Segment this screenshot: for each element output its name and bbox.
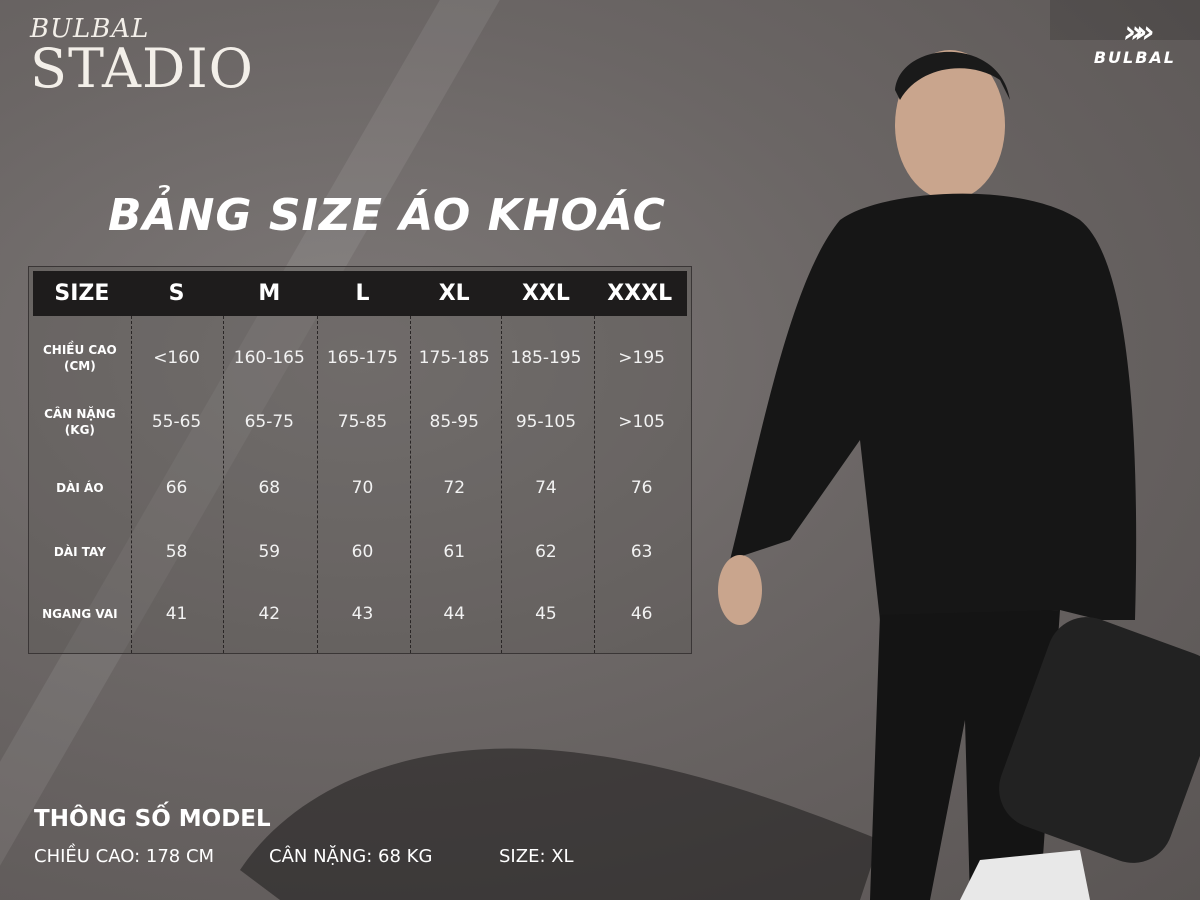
table-cell: 185-195	[510, 348, 582, 368]
column-divider	[594, 316, 595, 653]
table-cell: 62	[535, 542, 557, 562]
table-cell: 160-165	[233, 348, 305, 368]
road-shadow	[1050, 0, 1200, 40]
column-divider	[223, 316, 224, 653]
table-cell: <160	[153, 348, 200, 368]
model-heading: THÔNG SỐ MODEL	[34, 806, 271, 832]
table-cell: 60	[351, 542, 374, 562]
table-cell: 46	[630, 604, 653, 624]
table-cell: 44	[443, 604, 466, 624]
table-cell: 72	[443, 478, 466, 498]
table-cell: 65-75	[244, 412, 294, 432]
table-row: CÂN NẶNG (KG) 55-65 65-75 75-85 85-95 95-105 >…	[29, 401, 691, 443]
row-label: CÂN NẶNG (KG)	[44, 407, 116, 437]
table-cell: 68	[258, 478, 281, 498]
table-cell: 58	[165, 542, 188, 562]
table-cell: >195	[618, 348, 665, 368]
table-cell: 165-175	[326, 348, 398, 368]
row-label: NGANG VAI	[42, 607, 118, 621]
size-table: SIZE S M L XL XXL XXXL CHIỀU CAO (CM) <16…	[28, 266, 692, 654]
column-divider	[501, 316, 502, 653]
header-s: S	[168, 281, 185, 306]
model-info: THÔNG SỐ MODEL CHIỀU CAO: 178 CM CÂN NẶN…	[34, 806, 574, 867]
table-cell: 95-105	[515, 412, 577, 432]
person-shadow	[240, 748, 880, 900]
column-divider	[317, 316, 318, 653]
header-xxl: XXL	[521, 281, 570, 306]
bulbal-logo: »» BULBAL	[1093, 15, 1176, 68]
table-cell: 70	[351, 478, 374, 498]
model-height: CHIỀU CAO: 178 CM	[34, 846, 215, 867]
table-row: DÀI TAY 58 59 60 61 62 63	[29, 531, 691, 573]
table-cell: 66	[165, 478, 188, 498]
header-xxxl: XXXL	[607, 281, 673, 306]
header-m: M	[258, 281, 281, 306]
table-row: NGANG VAI 41 42 43 44 45 46	[29, 593, 691, 635]
table-cell: 75-85	[337, 412, 388, 432]
table-cell: 175-185	[418, 348, 490, 368]
header-xl: XL	[438, 281, 470, 306]
table-cell: 85-95	[429, 412, 479, 432]
model-photo	[718, 50, 1200, 900]
table-cell: 63	[630, 542, 653, 562]
table-cell: 42	[258, 604, 281, 624]
table-cell: 59	[258, 542, 281, 562]
table-cell: 55-65	[151, 412, 202, 432]
table-cell: >105	[618, 412, 665, 432]
table-cell: 45	[535, 604, 557, 624]
logo-chevrons-icon: »»	[1123, 15, 1154, 50]
table-header-row: SIZE S M L XL XXL XXXL	[33, 271, 687, 316]
table-cell: 76	[630, 478, 653, 498]
row-label: DÀI ÁO	[56, 481, 104, 495]
table-cell: 61	[443, 542, 466, 562]
page-title: BẢNG SIZE ÁO KHOÁC	[108, 190, 666, 241]
table-row: CHIỀU CAO (CM) <160 160-165 165-175 175-185 1…	[29, 337, 691, 379]
table-cell: 74	[535, 478, 557, 498]
row-label: CHIỀU CAO (CM)	[42, 343, 117, 373]
column-divider	[410, 316, 411, 653]
table-cell: 41	[165, 604, 188, 624]
table-row: DÀI ÁO 66 68 70 72 74 76	[29, 467, 691, 509]
row-label: DÀI TAY	[53, 545, 106, 559]
column-divider	[131, 316, 132, 653]
model-size: SIZE: XL	[499, 846, 574, 867]
model-weight: CÂN NẶNG: 68 KG	[269, 846, 433, 867]
header-l: L	[355, 281, 370, 306]
table-cell: 43	[351, 604, 374, 624]
header-size: SIZE	[54, 281, 110, 306]
brand-wordmark: BULBAL STADIO	[30, 14, 254, 100]
